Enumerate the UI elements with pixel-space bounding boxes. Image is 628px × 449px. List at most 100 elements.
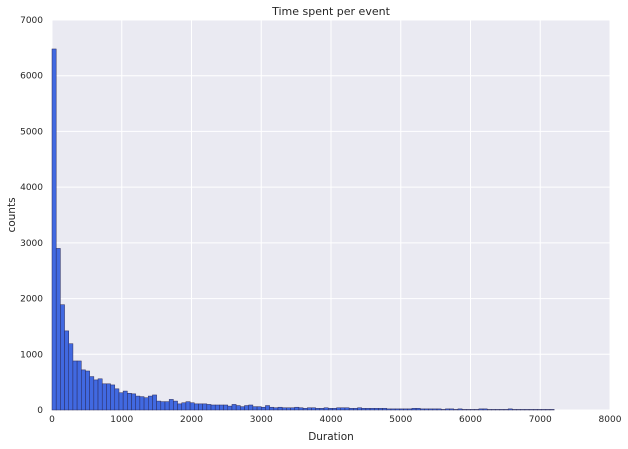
histogram-bar xyxy=(106,383,111,411)
histogram-bar xyxy=(181,402,187,411)
histogram-bar xyxy=(76,360,82,411)
histogram-bar xyxy=(336,407,342,411)
histogram-bar xyxy=(378,408,383,411)
histogram-bar xyxy=(541,409,547,411)
histogram-bar xyxy=(118,392,124,411)
histogram-bar xyxy=(85,370,90,411)
histogram-bar xyxy=(177,403,182,411)
y-tick-label: 0 xyxy=(37,406,43,416)
y-tick-label: 1000 xyxy=(20,350,43,360)
histogram-bar xyxy=(256,406,262,411)
x-tick-label: 6000 xyxy=(459,415,482,425)
histogram-bar xyxy=(302,408,308,411)
histogram-bar xyxy=(231,404,237,411)
histogram-bar xyxy=(365,408,371,411)
histogram-bar xyxy=(269,406,275,411)
histogram-bar xyxy=(235,405,241,411)
histogram-bar xyxy=(143,397,149,411)
histogram-bar xyxy=(277,406,283,411)
histogram-bar xyxy=(110,384,116,411)
histogram-bar xyxy=(265,405,270,411)
histogram-bar xyxy=(332,408,337,411)
histogram-bar xyxy=(135,395,141,411)
histogram-bar xyxy=(214,404,220,411)
histogram-bar xyxy=(185,401,191,411)
histogram-bar xyxy=(327,408,333,411)
histogram-bar xyxy=(478,408,484,411)
histogram-bar xyxy=(453,409,459,411)
y-axis-label: counts xyxy=(6,197,18,232)
x-tick-label: 3000 xyxy=(250,415,273,425)
y-tick-label: 5000 xyxy=(20,127,43,137)
histogram-bar xyxy=(361,408,367,411)
histogram-bar xyxy=(420,408,425,411)
histogram-bar xyxy=(449,408,455,411)
histogram-bar xyxy=(139,396,145,411)
histogram-bar xyxy=(545,409,551,411)
histogram-bar xyxy=(298,407,304,411)
histogram-bar xyxy=(348,408,354,411)
y-tick-label: 6000 xyxy=(20,72,43,82)
histogram-bar xyxy=(403,408,408,411)
histogram-bar xyxy=(194,403,199,411)
histogram-bar xyxy=(386,408,392,411)
histogram-bar xyxy=(357,407,362,411)
histogram-bar xyxy=(495,409,501,411)
histogram-bar xyxy=(173,400,178,411)
histogram-bar xyxy=(261,406,266,411)
histogram-bar xyxy=(168,399,174,411)
histogram-bar xyxy=(520,409,526,411)
histogram-bar xyxy=(198,403,203,411)
histogram-bar xyxy=(156,400,162,411)
histogram-bar xyxy=(160,401,166,411)
histogram-bar xyxy=(486,409,492,411)
histogram-bar xyxy=(152,394,157,411)
histogram-bar xyxy=(219,404,224,411)
histogram-bar xyxy=(294,406,300,411)
histogram-bar xyxy=(202,403,208,411)
histogram-bar xyxy=(424,408,429,411)
histogram-bar xyxy=(482,408,488,411)
x-tick-label: 8000 xyxy=(599,415,622,425)
x-tick-label: 1000 xyxy=(110,415,133,425)
histogram-bar xyxy=(223,404,229,411)
histogram-bar xyxy=(457,408,463,411)
histogram-bar xyxy=(315,408,321,411)
histogram-bar xyxy=(470,409,475,411)
x-axis-label: Duration xyxy=(308,431,354,443)
histogram-bar xyxy=(445,408,450,411)
histogram-bar xyxy=(55,248,61,411)
histogram-bar xyxy=(373,408,379,411)
histogram-bar xyxy=(311,407,316,411)
x-axis-ticks: 0 1000 2000 3000 4000 5000 6000 7000 8000 xyxy=(49,415,622,425)
histogram-bar xyxy=(528,409,534,411)
histogram-bar xyxy=(516,409,521,411)
y-tick-label: 3000 xyxy=(20,239,43,249)
histogram-bar xyxy=(281,407,287,411)
histogram-bar xyxy=(340,407,346,411)
y-tick-label: 2000 xyxy=(20,295,43,305)
histogram-bar xyxy=(428,408,434,411)
histogram-bar xyxy=(537,409,542,411)
histogram-bar xyxy=(51,48,57,411)
histogram-bar xyxy=(97,378,103,411)
chart-title: Time spent per event xyxy=(271,5,390,18)
histogram-bar xyxy=(503,409,509,411)
histogram-bar xyxy=(466,409,471,411)
histogram-bar xyxy=(533,409,538,411)
histogram-bar xyxy=(252,406,258,411)
x-tick-label: 2000 xyxy=(180,415,203,425)
histogram-bar xyxy=(244,405,249,411)
histogram-bar xyxy=(461,409,467,411)
histogram-bar xyxy=(81,369,86,411)
histogram-bar xyxy=(210,404,216,411)
histogram-bars xyxy=(51,48,555,411)
x-tick-label: 0 xyxy=(49,415,55,425)
histogram-bar xyxy=(390,408,396,411)
histogram-bar xyxy=(524,409,530,411)
histogram-bar xyxy=(164,401,170,411)
histogram-bar xyxy=(436,408,442,411)
histogram-bar xyxy=(411,408,417,411)
histogram-bar xyxy=(240,406,245,411)
